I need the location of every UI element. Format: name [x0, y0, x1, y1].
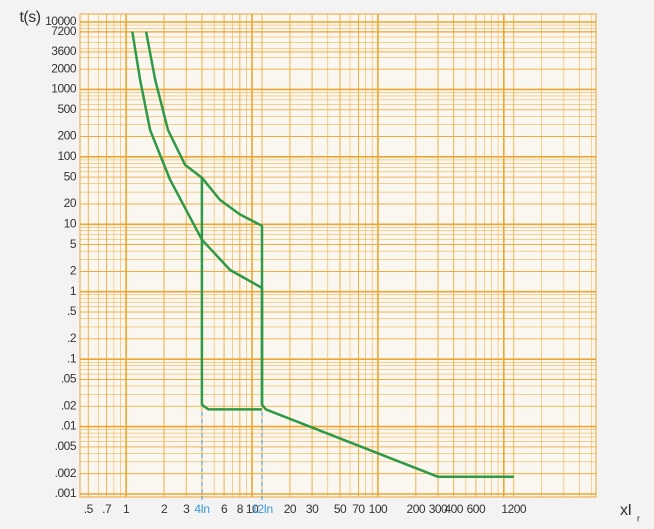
y-tick-label: .002 — [55, 466, 77, 480]
x-tick-label: 400 — [444, 502, 463, 516]
x-tick-label: 12In — [251, 502, 272, 516]
y-tick-label: 3600 — [51, 44, 77, 58]
y-tick-label: 10000 — [45, 14, 77, 28]
x-tick-label: 8 — [237, 502, 244, 516]
x-tick-label: 300 — [429, 502, 448, 516]
x-tick-label: 50 — [334, 502, 347, 516]
curve — [144, 31, 262, 411]
y-tick-label: 1 — [70, 284, 77, 298]
y-tick-label: 500 — [57, 102, 76, 116]
x-tick-label: 1 — [123, 502, 130, 516]
x-tick-label: 600 — [467, 502, 486, 516]
x-tick-label: 10 — [246, 502, 259, 516]
y-tick-label: 10 — [64, 216, 77, 230]
y-tick-label: .2 — [67, 331, 77, 345]
y-tick-label: 200 — [57, 129, 76, 143]
x-tick-label: 1200 — [501, 502, 527, 516]
y-tick-label: 20 — [64, 196, 77, 210]
x-axis-label-sub: r — [637, 513, 640, 523]
x-tick-label: 2 — [161, 502, 168, 516]
y-tick-label: 1000 — [51, 82, 77, 96]
y-tick-label: .05 — [61, 372, 77, 386]
curve — [131, 31, 514, 479]
x-tick-label: 100 — [369, 502, 388, 516]
x-tick-label: 6 — [221, 502, 228, 516]
x-axis-label: xI — [620, 502, 631, 519]
x-tick-label: .5 — [84, 502, 94, 516]
y-tick-label: .5 — [67, 304, 77, 318]
x-tick-label: 3 — [183, 502, 190, 516]
y-tick-label: 100 — [57, 149, 76, 163]
curve — [200, 176, 264, 405]
y-tick-label: .005 — [55, 439, 77, 453]
y-tick-label: .02 — [61, 398, 77, 412]
x-tick-label: 4In — [194, 502, 209, 516]
y-tick-label: .1 — [67, 351, 77, 365]
y-tick-label: 2 — [70, 264, 77, 278]
y-tick-label: .01 — [61, 419, 77, 433]
y-tick-label: 7200 — [51, 24, 77, 38]
x-tick-label: 200 — [407, 502, 426, 516]
y-tick-label: 5 — [70, 237, 77, 251]
y-tick-label: 50 — [64, 169, 77, 183]
x-tick-label: 20 — [284, 502, 297, 516]
plot-area — [79, 13, 597, 498]
x-tick-label: .7 — [102, 502, 112, 516]
x-tick-label: 70 — [352, 502, 365, 516]
y-tick-label: .001 — [55, 486, 77, 500]
x-tick-label: 30 — [306, 502, 319, 516]
y-axis-label: t(s) — [19, 9, 40, 26]
y-tick-label: 2000 — [51, 61, 77, 75]
